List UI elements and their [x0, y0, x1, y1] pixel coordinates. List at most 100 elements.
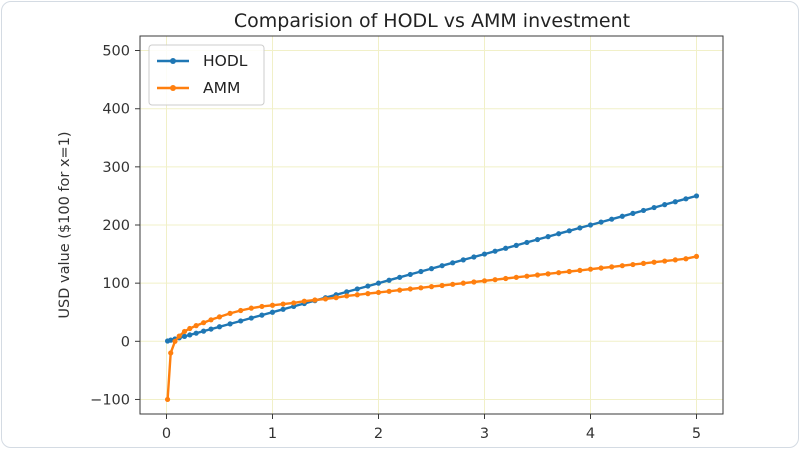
data-point-hodl	[397, 274, 403, 280]
y-tick-label: 100	[102, 276, 130, 292]
data-point-amm	[566, 268, 572, 275]
y-tick-label: −100	[90, 392, 130, 408]
y-tick-label: 0	[121, 334, 130, 350]
data-point-hodl	[248, 315, 254, 321]
data-point-amm	[187, 325, 193, 332]
legend-items: HODL AMM	[157, 52, 248, 97]
legend-label-hodl: HODL	[203, 52, 248, 70]
data-point-hodl	[587, 222, 594, 228]
data-point-hodl	[439, 263, 445, 269]
x-tick-label: 2	[374, 426, 383, 442]
data-point-amm	[227, 310, 233, 316]
data-point-amm	[354, 292, 360, 298]
data-point-hodl	[662, 202, 668, 208]
data-point-hodl	[407, 271, 413, 278]
data-point-hodl	[418, 268, 424, 275]
data-point-amm	[375, 289, 382, 296]
data-point-hodl	[577, 225, 583, 231]
data-point-hodl	[428, 266, 435, 272]
legend-marker-hodl	[170, 58, 176, 64]
data-point-amm	[208, 317, 214, 323]
data-point-amm	[693, 253, 700, 260]
y-tick-label: 300	[102, 160, 130, 176]
data-point-amm	[598, 265, 604, 271]
data-point-amm	[524, 273, 530, 279]
data-point-hodl	[513, 242, 519, 248]
data-point-amm	[172, 338, 178, 344]
data-point-amm	[418, 285, 424, 291]
y-tick-label: 500	[102, 44, 130, 60]
data-point-amm	[365, 291, 371, 297]
data-point-hodl	[481, 251, 488, 257]
data-point-hodl	[598, 219, 604, 225]
data-point-hodl	[280, 306, 286, 312]
data-point-hodl	[609, 216, 615, 222]
data-point-hodl	[693, 193, 700, 199]
data-point-amm	[238, 307, 244, 314]
data-point-hodl	[187, 332, 193, 338]
data-point-hodl	[471, 254, 477, 260]
data-point-hodl	[450, 260, 456, 266]
x-tick-label: 0	[162, 426, 171, 442]
data-point-amm	[291, 300, 297, 306]
y-axis: −100 0 100 200 300 400 500	[90, 44, 140, 408]
data-point-amm	[407, 286, 413, 292]
legend-label-amm: AMM	[203, 79, 240, 97]
data-point-hodl	[460, 257, 466, 263]
data-point-hodl	[208, 326, 214, 332]
data-point-amm	[450, 281, 456, 287]
data-point-amm	[312, 297, 318, 303]
data-point-hodl	[672, 199, 678, 205]
data-point-hodl	[238, 318, 244, 324]
x-tick-label: 3	[480, 426, 489, 442]
data-point-hodl	[168, 337, 174, 343]
data-point-hodl	[640, 207, 647, 214]
series-line-amm	[166, 255, 697, 400]
data-point-hodl	[375, 280, 382, 286]
data-point-amm	[640, 260, 647, 266]
data-point-amm	[481, 278, 488, 284]
data-point-amm	[344, 293, 350, 299]
x-axis: 0 1 2 3 4 5	[162, 414, 701, 442]
data-point-amm	[439, 282, 445, 289]
x-tick-label: 5	[692, 426, 701, 442]
data-point-hodl	[503, 245, 509, 251]
data-point-amm	[492, 277, 498, 283]
data-point-amm	[545, 271, 551, 277]
data-point-hodl	[534, 236, 541, 243]
legend-item-amm: AMM	[157, 79, 240, 97]
data-point-amm	[503, 275, 509, 282]
data-point-amm	[201, 320, 207, 326]
data-point-amm	[301, 298, 307, 304]
data-point-hodl	[492, 248, 498, 254]
legend: HODL AMM	[148, 44, 265, 106]
data-point-hodl	[556, 231, 562, 237]
data-point-amm	[513, 274, 519, 280]
series-layer	[164, 193, 700, 403]
data-point-hodl	[269, 309, 276, 315]
data-point-hodl	[227, 321, 233, 327]
legend-item-hodl: HODL	[157, 52, 248, 70]
data-point-hodl	[259, 312, 265, 318]
data-point-amm	[460, 280, 466, 286]
data-point-amm	[630, 261, 636, 268]
data-point-hodl	[181, 333, 188, 339]
data-point-amm	[333, 295, 339, 301]
data-point-hodl	[344, 289, 350, 295]
data-point-amm	[322, 296, 329, 302]
data-point-amm	[587, 266, 594, 272]
data-point-amm	[609, 264, 615, 270]
data-point-amm	[397, 287, 403, 293]
data-point-amm	[168, 350, 174, 356]
series-hodl	[164, 193, 700, 344]
data-point-amm	[619, 263, 625, 269]
data-point-amm	[471, 279, 477, 285]
data-point-hodl	[365, 283, 371, 289]
data-point-hodl	[545, 234, 551, 240]
data-point-hodl	[619, 213, 625, 219]
data-point-amm	[428, 284, 435, 290]
data-point-amm	[386, 288, 392, 294]
y-axis-label: USD value ($100 for x=1)	[57, 131, 73, 318]
